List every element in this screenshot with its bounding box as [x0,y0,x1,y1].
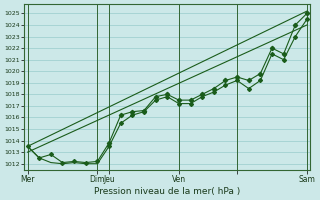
X-axis label: Pression niveau de la mer( hPa ): Pression niveau de la mer( hPa ) [94,187,240,196]
